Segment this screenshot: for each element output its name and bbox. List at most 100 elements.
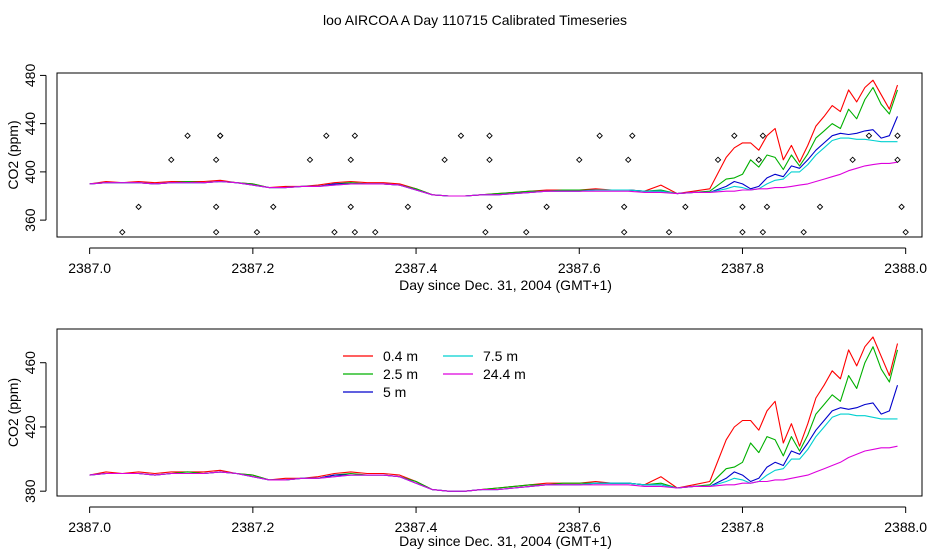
valve-marker: [596, 132, 603, 139]
valve-marker: [865, 132, 873, 139]
series-group: [89, 336, 899, 492]
valve-marker: [212, 203, 220, 211]
x-tick-label: 2387.6: [558, 519, 601, 535]
valve-marker: [849, 156, 856, 164]
plot-frame: [56, 328, 923, 497]
x-tick-label: 2387.2: [231, 519, 274, 535]
valve-marker: [184, 132, 191, 139]
valve-marker: [404, 203, 412, 211]
valve-marker: [168, 156, 175, 164]
y-axis-label: CO2 (ppm): [5, 120, 21, 189]
series-line-24-4-m: [89, 445, 898, 492]
x-tick-label: 2387.6: [558, 260, 601, 276]
x-tick-label: 2387.4: [395, 519, 438, 535]
valve-marker: [665, 228, 673, 236]
valve-marker: [441, 156, 448, 164]
valve-marker: [755, 156, 763, 164]
valve-marker: [543, 203, 550, 211]
y-axis: 380 420 460: [22, 351, 47, 503]
x-tick-label: 2387.4: [395, 260, 438, 276]
valve-marker: [731, 132, 738, 139]
series-line-0-4-m: [89, 79, 899, 197]
y-tick-label: 360: [22, 208, 38, 232]
x-tick-label: 2387.2: [231, 260, 274, 276]
valve-marker: [331, 228, 338, 236]
valve-marker: [482, 228, 489, 236]
y-tick-label: 400: [22, 160, 38, 184]
bottom-panel: 2387.0 2387.2 2387.4 2387.6 2387.8 2388.0 Day …: [5, 328, 927, 549]
series-line-2-5-m: [89, 86, 899, 197]
valve-marker: [682, 203, 689, 211]
legend-label: 0.4 m: [383, 348, 418, 364]
legend: 0.4 m 2.5 m 5 m 7.5 m 24.4 m: [343, 348, 526, 400]
y-tick-label: 460: [22, 351, 38, 375]
x-axis: 2387.0 2387.2 2387.4 2387.6 2387.8 2388.0: [68, 247, 927, 276]
valve-marker: [323, 132, 330, 139]
valve-marker: [135, 203, 142, 211]
valve-marker: [347, 203, 355, 211]
legend-label: 7.5 m: [483, 348, 518, 364]
valve-marker: [763, 203, 771, 211]
valve-marker: [486, 203, 493, 211]
y-axis: 360 400 440 480: [22, 64, 47, 232]
valve-marker: [486, 132, 493, 139]
valve-marker: [624, 156, 632, 164]
x-tick-label: 2387.0: [68, 519, 111, 535]
y-tick-label: 420: [22, 415, 38, 439]
x-axis-label: Day since Dec. 31, 2004 (GMT+1): [399, 277, 612, 293]
series-line-5-m: [89, 116, 899, 197]
valve-marker: [902, 228, 909, 236]
valve-marker: [898, 203, 905, 211]
valve-marker: [216, 132, 224, 139]
series-group: [89, 79, 899, 197]
top-panel: 2387.0 2387.2 2387.4 2387.6 2387.8 2388.0 Day …: [5, 64, 927, 293]
valve-marker: [372, 228, 379, 236]
valve-marker: [894, 156, 901, 164]
valve-marker: [253, 228, 261, 236]
x-tick-label: 2388.0: [884, 260, 927, 276]
valve-marker: [306, 156, 314, 164]
valve-marker: [216, 132, 224, 139]
legend-label: 24.4 m: [483, 366, 526, 382]
valve-marker: [270, 203, 277, 211]
x-tick-label: 2387.0: [68, 260, 111, 276]
series-line-2-5-m: [89, 346, 899, 492]
x-axis-label: Day since Dec. 31, 2004 (GMT+1): [399, 533, 612, 549]
valve-marker: [212, 156, 220, 164]
valve-marker: [800, 228, 807, 236]
y-tick-label: 380: [22, 479, 38, 503]
legend-label: 2.5 m: [383, 366, 418, 382]
y-tick-label: 440: [22, 112, 38, 136]
x-tick-label: 2388.0: [884, 519, 927, 535]
valve-marker: [457, 132, 465, 139]
y-tick-label: 480: [22, 64, 38, 88]
valve-marker: [351, 228, 359, 236]
valve-marker: [522, 228, 530, 236]
x-tick-label: 2387.8: [721, 519, 764, 535]
valve-marker: [620, 203, 628, 211]
valve-marker: [347, 156, 355, 164]
valve-marker: [486, 156, 493, 164]
series-line-24-4-m: [89, 161, 898, 197]
valve-marker: [759, 132, 767, 139]
valve-markers: [119, 132, 909, 236]
valve-marker: [212, 228, 220, 236]
y-axis-label: CO2 (ppm): [5, 378, 21, 447]
valve-marker: [739, 228, 746, 236]
series-line-5-m: [89, 385, 899, 492]
x-tick-label: 2387.8: [721, 260, 764, 276]
valve-marker: [816, 203, 824, 211]
valve-marker: [576, 156, 583, 164]
valve-marker: [119, 228, 126, 236]
valve-marker: [620, 228, 628, 236]
plot-frame: [56, 72, 923, 238]
valve-marker: [759, 228, 767, 236]
valve-marker: [629, 132, 636, 139]
valve-marker: [894, 132, 901, 139]
valve-marker: [714, 156, 722, 164]
valve-marker: [351, 132, 359, 139]
legend-label: 5 m: [383, 384, 406, 400]
chart-title: loo AIRCOA A Day 110715 Calibrated Times…: [323, 12, 627, 28]
x-axis: 2387.0 2387.2 2387.4 2387.6 2387.8 2388.0: [68, 506, 927, 535]
